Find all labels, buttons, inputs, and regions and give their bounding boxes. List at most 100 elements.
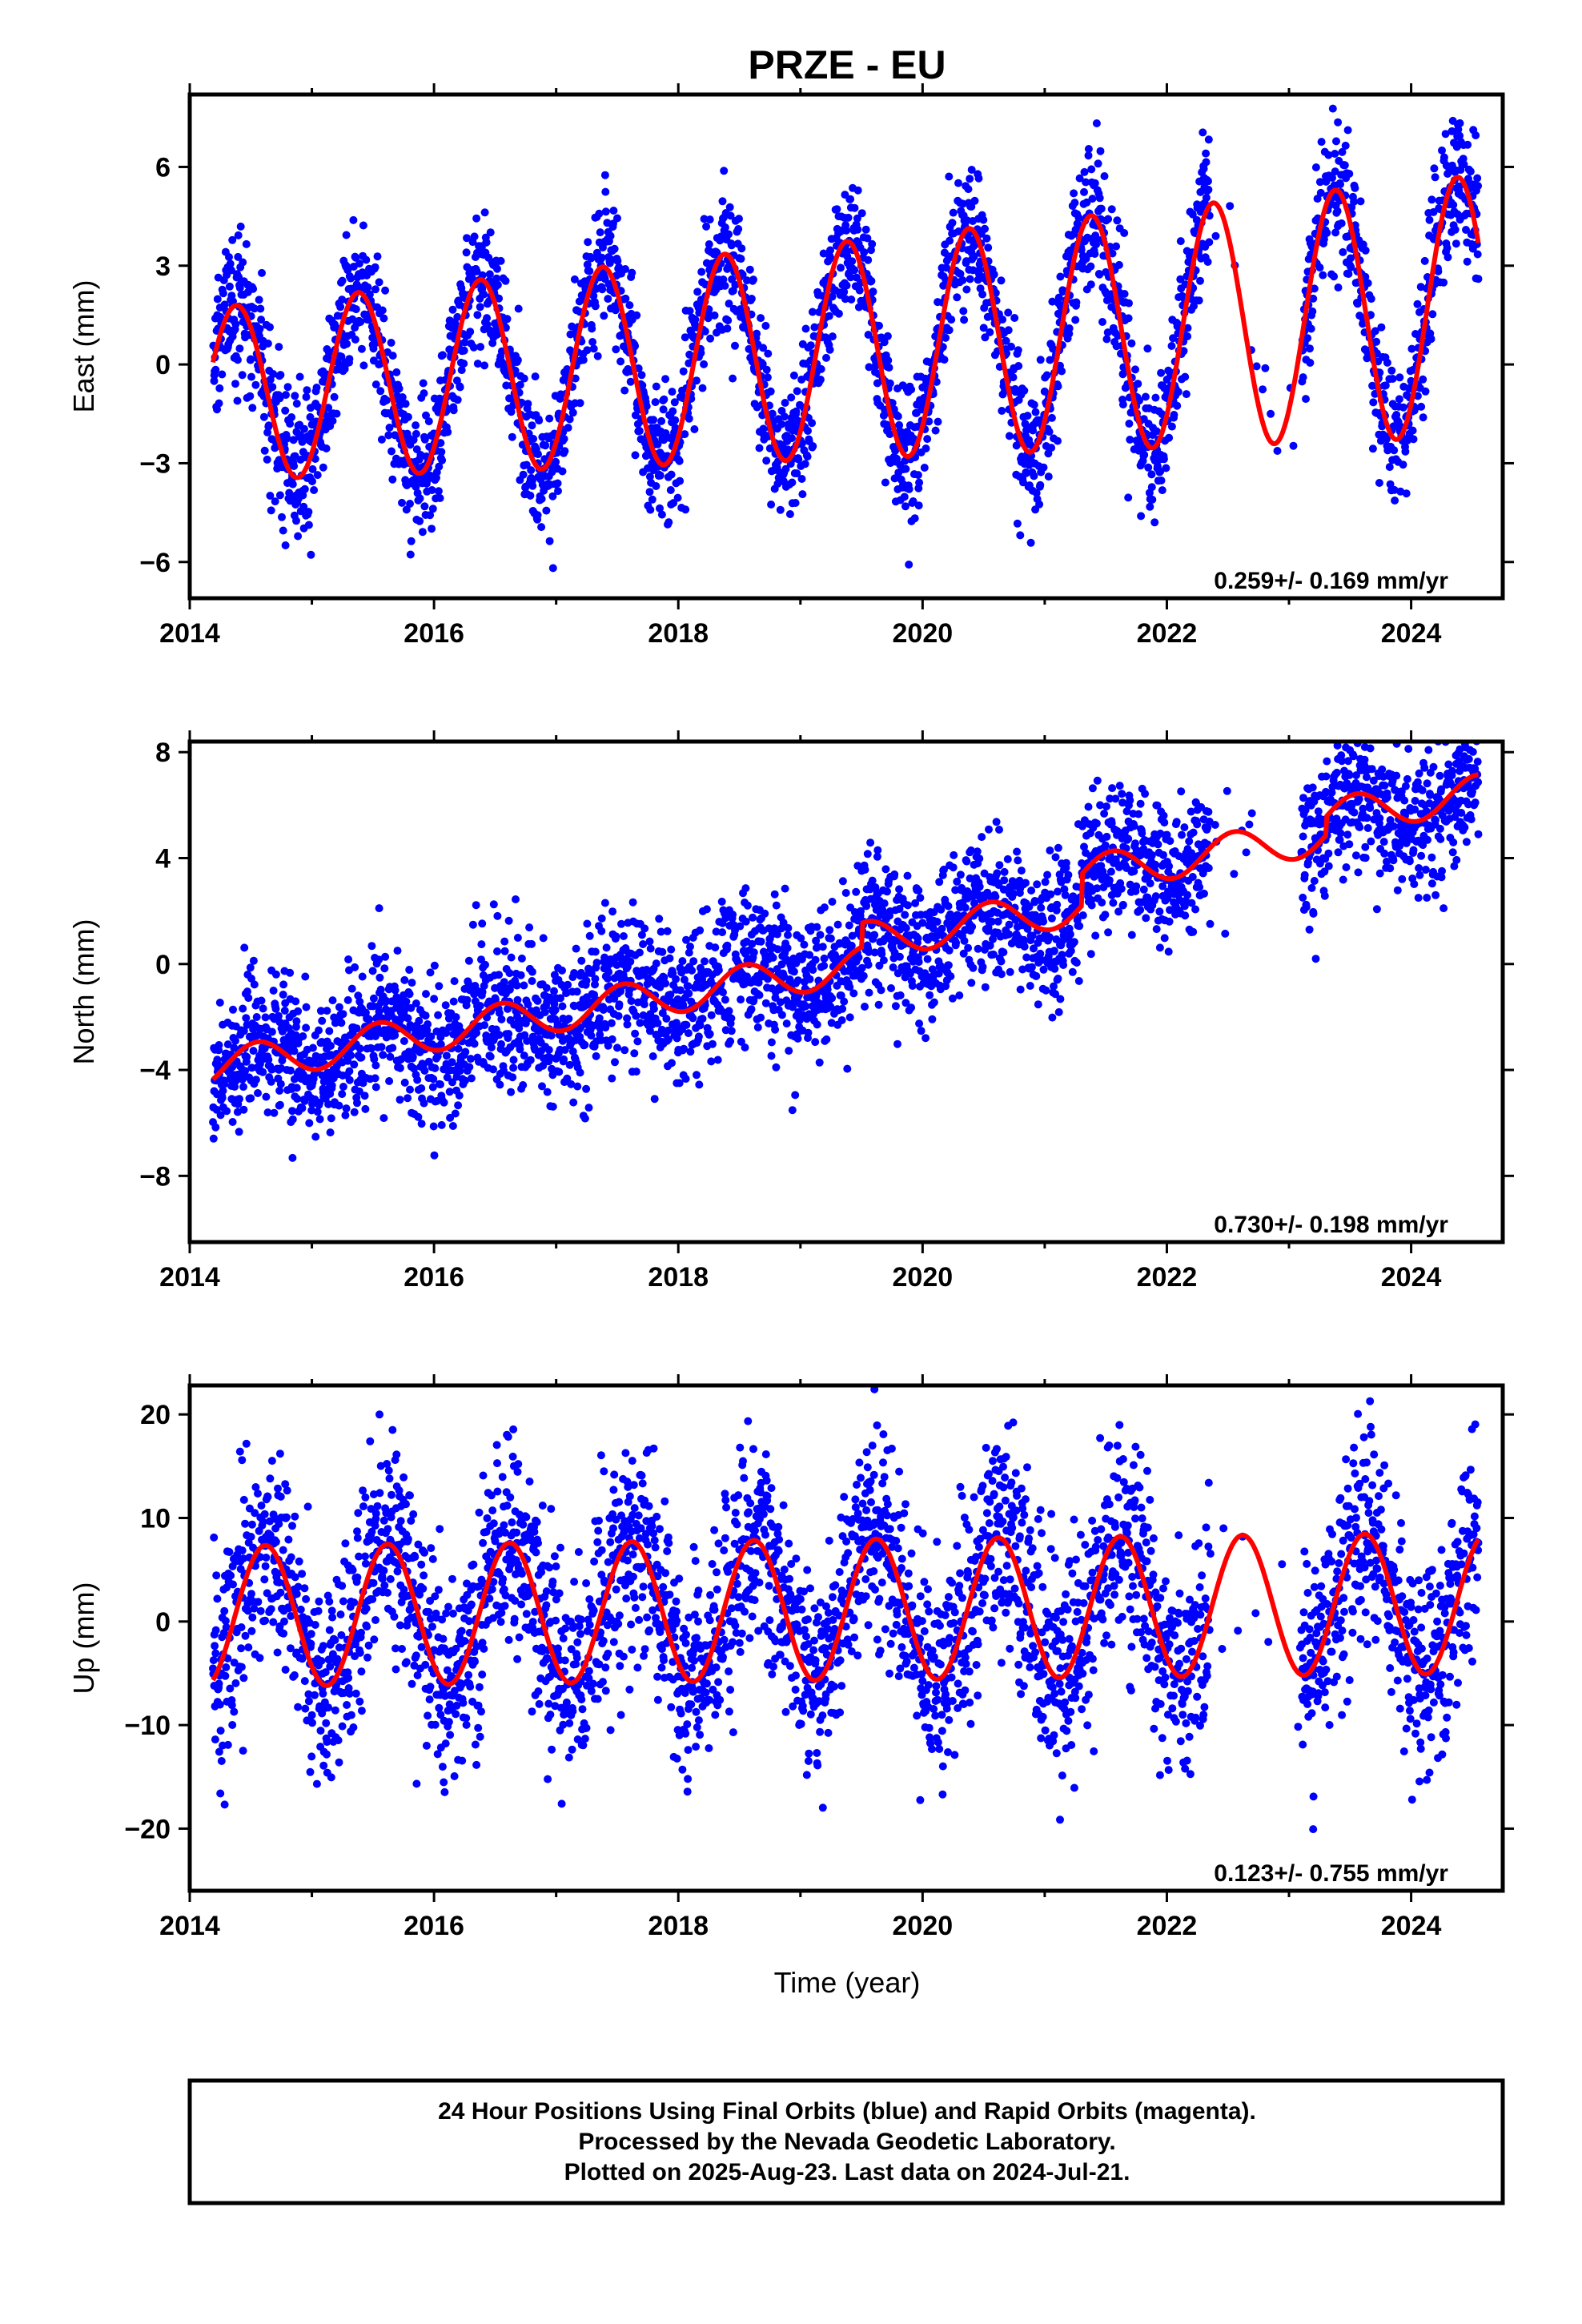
east-data-point — [1388, 375, 1397, 383]
north-data-point — [639, 1011, 648, 1019]
east-data-point — [1385, 463, 1394, 472]
north-data-point — [874, 1000, 883, 1009]
east-data-point — [216, 312, 225, 321]
east-model-fit-line — [211, 175, 1481, 480]
north-data-point — [840, 997, 849, 1006]
north-data-point — [712, 927, 721, 936]
east-data-point — [251, 380, 260, 389]
north-data-point — [464, 956, 473, 965]
east-data-point — [1343, 126, 1352, 135]
north-data-point — [355, 1044, 364, 1053]
east-data-point — [844, 213, 853, 222]
north-data-point — [375, 955, 383, 964]
east-data-point — [901, 502, 909, 511]
east-data-point — [300, 485, 309, 493]
east-data-point — [519, 470, 528, 479]
east-data-point — [588, 324, 596, 333]
north-data-point — [251, 1076, 260, 1084]
east-data-point — [1004, 308, 1013, 317]
north-data-point — [743, 901, 752, 910]
east-data-point — [1474, 275, 1483, 283]
east-data-point — [1032, 489, 1041, 497]
north-data-point — [838, 1004, 847, 1013]
north-data-point — [302, 1023, 311, 1032]
north-data-point — [337, 1019, 346, 1027]
north-data-point — [865, 988, 873, 997]
east-data-point — [1387, 366, 1396, 375]
east-data-point — [1143, 344, 1152, 353]
east-data-point — [603, 219, 612, 227]
east-data-point — [1118, 370, 1127, 379]
east-data-point — [552, 457, 560, 466]
north-data-point — [338, 1090, 347, 1099]
north-data-point — [632, 1068, 640, 1076]
east-data-point — [428, 486, 436, 494]
north-data-point — [523, 1036, 532, 1045]
north-data-point — [235, 1128, 243, 1136]
east-data-point — [472, 267, 481, 275]
north-data-point — [757, 1013, 765, 1022]
east-data-point — [923, 435, 932, 444]
east-data-point — [893, 455, 901, 463]
east-data-point — [225, 253, 233, 261]
east-data-point — [531, 372, 540, 381]
east-data-point — [319, 463, 327, 472]
east-data-point — [356, 318, 365, 326]
north-data-point — [264, 1055, 273, 1064]
east-data-point — [1383, 358, 1391, 367]
east-data-point — [1377, 323, 1386, 332]
north-data-point — [271, 1004, 280, 1013]
north-data-point — [244, 994, 253, 1003]
north-data-point — [298, 1104, 307, 1112]
east-data-point — [468, 274, 476, 283]
east-data-point — [263, 455, 271, 464]
north-data-point — [452, 1013, 460, 1022]
east-data-point — [1167, 422, 1176, 431]
east-data-point — [808, 419, 817, 428]
east-data-point — [545, 537, 554, 545]
north-data-point — [870, 948, 879, 957]
east-data-point — [379, 314, 388, 323]
east-data-point — [267, 506, 275, 515]
north-data-point — [429, 1122, 438, 1131]
east-data-point — [1319, 271, 1327, 279]
north-data-point — [231, 1076, 240, 1085]
east-x-tick-label: 2016 — [404, 618, 464, 649]
east-data-point — [279, 526, 287, 535]
east-data-point — [761, 321, 770, 330]
east-data-point — [1315, 178, 1324, 187]
east-data-point — [1135, 396, 1143, 405]
north-data-point — [776, 998, 785, 1007]
east-data-point — [690, 425, 699, 433]
east-data-point — [395, 384, 404, 393]
east-data-point — [632, 311, 641, 320]
north-data-point — [773, 930, 781, 939]
east-data-point — [652, 482, 661, 490]
east-data-point — [469, 343, 478, 352]
east-data-point — [1103, 328, 1112, 337]
north-data-point — [430, 995, 439, 1003]
north-data-point — [286, 968, 295, 977]
east-data-point — [434, 487, 443, 496]
east-data-point — [541, 441, 550, 450]
east-data-point — [1118, 400, 1127, 409]
east-data-point — [925, 417, 934, 426]
north-data-point — [680, 1044, 689, 1053]
east-data-point — [493, 280, 502, 289]
east-data-point — [1080, 167, 1089, 176]
east-data-point — [1331, 167, 1339, 176]
east-data-point — [954, 227, 963, 235]
north-data-point — [247, 975, 255, 983]
north-data-point — [818, 943, 827, 951]
east-data-point — [520, 374, 528, 383]
north-data-point — [813, 1020, 821, 1029]
east-data-point — [671, 416, 680, 424]
east-data-point — [553, 479, 562, 488]
east-data-point — [705, 240, 713, 248]
east-data-point — [1345, 170, 1354, 178]
east-data-point — [825, 345, 834, 354]
east-data-point — [920, 464, 929, 472]
east-data-point — [1134, 380, 1142, 388]
north-data-point — [880, 899, 889, 908]
east-data-point — [1371, 327, 1379, 336]
